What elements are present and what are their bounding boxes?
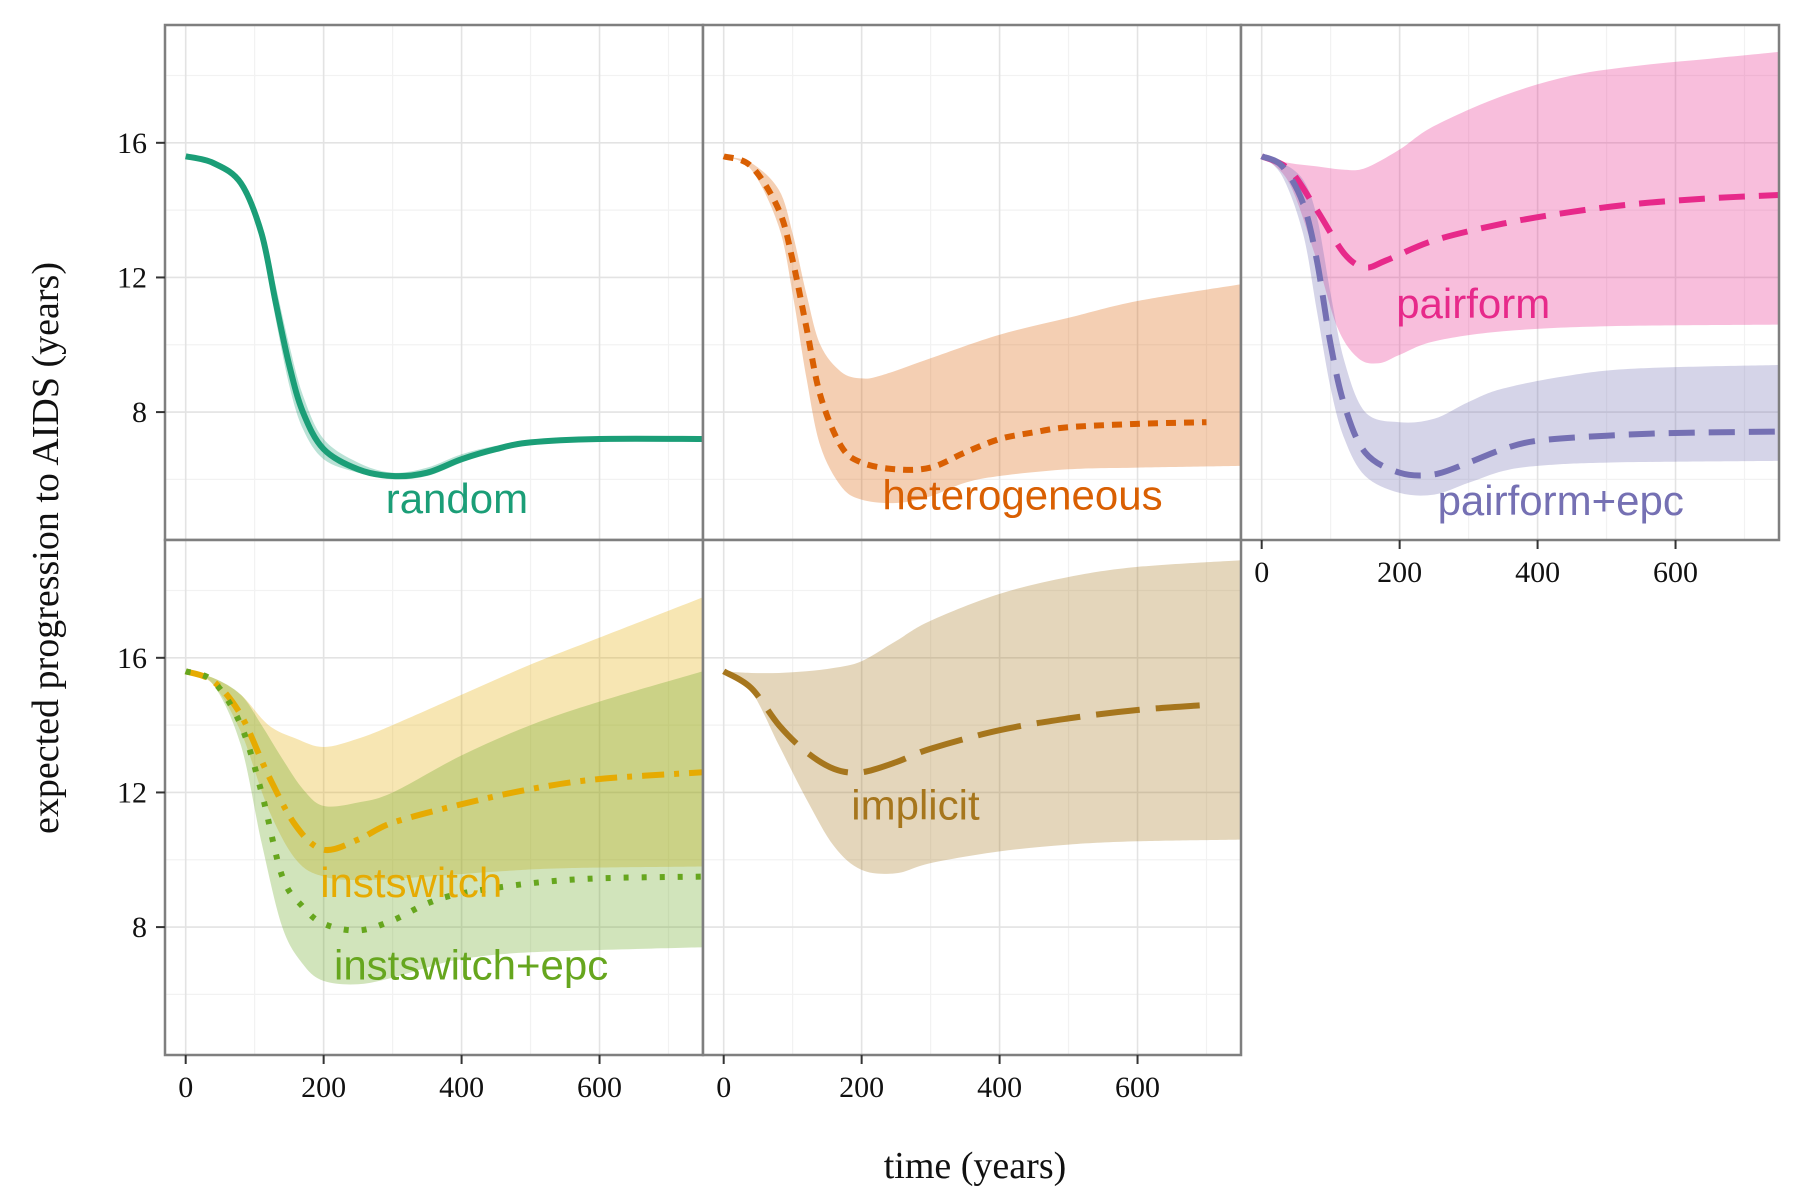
x-axis-title: time (years)	[884, 1145, 1067, 1187]
x-tick-label: 600	[577, 1071, 622, 1104]
x-tick-label: 400	[439, 1071, 484, 1104]
gridlines	[165, 25, 703, 540]
panel-implicit: implicit	[701, 538, 1243, 1057]
plot-area	[184, 597, 703, 985]
y-tick-label: 8	[132, 396, 147, 429]
series-label-random: random	[386, 475, 528, 522]
series-label-heterogeneous: heterogeneous	[882, 472, 1162, 519]
series-label-pairform-epc: pairform+epc	[1438, 477, 1684, 524]
series-label-instswitch: instswitch	[320, 859, 502, 906]
series-label-pairform: pairform	[1396, 280, 1550, 327]
plot-area	[185, 153, 703, 480]
y-tick-label: 16	[117, 127, 147, 160]
line-pairform-epc	[1260, 153, 1779, 479]
gridlines	[1241, 25, 1779, 540]
ribbon-implicit	[723, 560, 1241, 874]
x-tick-label: 600	[1653, 556, 1698, 589]
panel-heterogeneous: heterogeneous	[701, 23, 1243, 542]
panel-border	[701, 538, 1243, 1057]
panel-random: random	[163, 23, 705, 542]
x-tick-label: 200	[301, 1071, 346, 1104]
gridlines	[703, 25, 1241, 540]
plot-area	[722, 153, 1241, 504]
axis-labels-layer: 8 12 16 0 200 400 600 8 12 16 0 200 400 600 0 200 400 600	[117, 127, 1698, 1104]
line-pairform	[1260, 153, 1779, 271]
line-instswitch	[184, 668, 703, 854]
ribbon-heterogeneous	[723, 156, 1241, 504]
x-tick-label: 200	[839, 1071, 884, 1104]
ribbon-instswitch	[185, 597, 703, 880]
line-instswitch-epc	[184, 668, 703, 934]
gridlines	[703, 540, 1241, 1055]
line-random	[185, 153, 703, 480]
y-axis-title: expected progression to AIDS (years)	[25, 262, 67, 834]
line-implicit	[722, 668, 1207, 776]
x-tick-label: 0	[1254, 556, 1269, 589]
panel-border	[1239, 23, 1781, 542]
x-tick-label: 200	[1377, 556, 1422, 589]
panel-pairform: pairform pairform+epc	[1239, 23, 1781, 542]
ribbon-pairform-epc	[1261, 156, 1779, 496]
plot-area	[722, 560, 1241, 874]
gridlines	[165, 540, 703, 1055]
y-tick-label: 12	[117, 776, 147, 809]
x-tick-label: 0	[178, 1071, 193, 1104]
panel-background	[165, 25, 703, 540]
x-tick-label: 0	[716, 1071, 731, 1104]
line-heterogeneous	[722, 153, 1207, 473]
x-tick-label: 400	[1515, 556, 1560, 589]
panels-layer: random heterogeneous pairform pairform+epc i…	[163, 23, 1781, 1057]
x-tick-label: 600	[1115, 1071, 1160, 1104]
series-label-instswitch-epc: instswitch+epc	[334, 941, 608, 988]
series-label-implicit: implicit	[851, 781, 980, 828]
y-tick-label: 12	[117, 261, 147, 294]
panel-instswitch: instswitch instswitch+epc	[163, 538, 705, 1057]
ribbon-instswitch-epc	[185, 671, 703, 985]
x-tick-label: 400	[977, 1071, 1022, 1104]
plot-area	[1260, 51, 1779, 496]
ribbon-pairform	[1261, 51, 1779, 364]
y-tick-label: 8	[132, 911, 147, 944]
y-tick-label: 16	[117, 642, 147, 675]
